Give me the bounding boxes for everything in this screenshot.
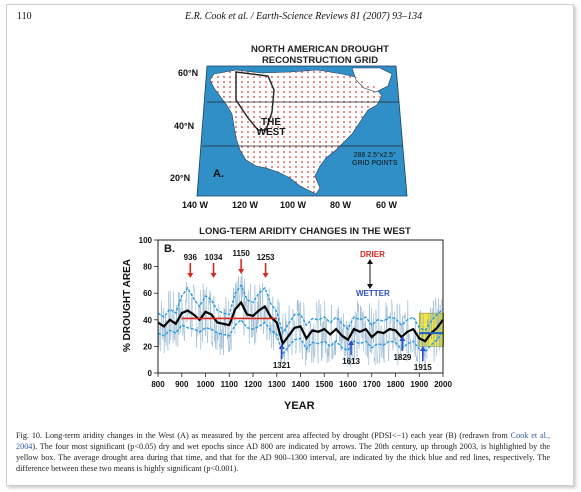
caption-text-1: Fig. 10. Long-term aridity changes in th… — [16, 431, 511, 440]
lon-label-100: 100 W — [280, 200, 307, 210]
west-region-outline — [235, 71, 275, 131]
page-number: 110 — [17, 11, 32, 22]
x-tick-label: 1400 — [292, 380, 310, 389]
y-tick-label: 40 — [143, 316, 152, 325]
caption-text-2: ). The four most significant (p<0.05) dr… — [16, 442, 550, 473]
x-axis-label: YEAR — [284, 400, 315, 412]
region-label-line2: WEST — [256, 127, 286, 138]
dry-epoch-arrow-head — [238, 269, 245, 274]
chart-b: 800 900 1000 1100 1200 1300 1400 1500 1600 1700 18… — [139, 236, 453, 389]
grid-points — [210, 70, 382, 194]
wet-epoch-label: 1915 — [414, 363, 432, 372]
wet-epoch-label: 1321 — [273, 361, 291, 370]
y-tick-label: 80 — [143, 263, 152, 272]
plot-frame — [157, 239, 444, 374]
drier-label: DRIER — [360, 250, 385, 259]
annual-drought-series — [157, 273, 444, 369]
y-tick-label: 60 — [143, 289, 152, 298]
x-tick-label: 1900 — [410, 380, 428, 389]
dry-epoch-label: 1034 — [205, 253, 223, 262]
drier-arrow-head — [367, 259, 373, 264]
grid-note-line2: GRID POINTS — [352, 160, 398, 167]
map-title-line1: NORTH AMERICAN DROUGHT — [251, 44, 389, 55]
lower-band-line — [157, 318, 444, 356]
grid-note-line1: 286 2.5°x2.5° — [353, 152, 396, 159]
wet-epoch-arrow-head — [278, 344, 285, 349]
chart-title: LONG-TERM ARIDITY CHANGES IN THE WEST — [199, 226, 411, 237]
panel-b-label: B. — [164, 243, 175, 255]
x-tick-label: 1500 — [315, 380, 333, 389]
wet-epoch-label: 1613 — [342, 357, 360, 366]
x-tick-label: 1300 — [268, 380, 286, 389]
dry-epoch-arrow-head — [187, 273, 194, 278]
y-tick-label: 100 — [139, 236, 153, 245]
dry-epoch-arrow-head — [262, 273, 269, 278]
x-tick-label: 900 — [175, 380, 189, 389]
dry-epoch-label: 1150 — [232, 249, 250, 258]
x-tick-label: 1800 — [387, 380, 405, 389]
figure-caption: Fig. 10. Long-term aridity changes in th… — [16, 430, 550, 474]
map-title: NORTH AMERICAN DROUGHT RECONSTRUCTION GR… — [230, 44, 410, 66]
running-title: E.R. Cook et al. / Earth-Science Reviews… — [185, 11, 423, 22]
lon-label-60: 60 W — [376, 200, 398, 210]
dry-epoch-label: 936 — [184, 253, 198, 262]
wet-epoch-label: 1829 — [393, 353, 411, 362]
region-label-line1: THE — [261, 117, 281, 128]
lon-label-80: 80 W — [330, 200, 352, 210]
smoothed-drought-line — [157, 300, 444, 347]
y-tick-label: 20 — [143, 342, 152, 351]
grid-note: 286 2.5°x2.5° GRID POINTS — [352, 152, 398, 168]
dry-epoch-arrow-head — [210, 273, 217, 278]
x-tick-label: 1000 — [197, 380, 215, 389]
x-tick-label: 1200 — [244, 380, 262, 389]
wet-epoch-arrow-head — [419, 346, 426, 351]
wetter-arrow-head — [367, 284, 373, 289]
x-tick-label: 1100 — [221, 380, 239, 389]
x-tick-label: 1700 — [363, 380, 381, 389]
lat-label-20: 20°N — [170, 173, 191, 183]
y-tick-label: 0 — [148, 369, 153, 378]
wet-epoch-arrow-head — [348, 340, 355, 345]
map-panel — [196, 65, 408, 197]
y-axis-label: % DROUGHT AREA — [122, 259, 133, 352]
map-frame — [196, 65, 408, 197]
lat-label-40: 40°N — [174, 121, 195, 131]
region-label: THE WEST — [246, 118, 296, 138]
x-tick-label: 800 — [151, 380, 165, 389]
lat-label-60: 60°N — [178, 68, 199, 78]
x-tick-label: 1600 — [339, 380, 357, 389]
wet-epoch-arrow-head — [399, 336, 406, 341]
lon-label-140: 140 W — [182, 200, 209, 210]
caption-citation-link[interactable]: Cook et al., 2004 — [16, 431, 551, 451]
map-title-line2: RECONSTRUCTION GRID — [261, 55, 379, 66]
upper-band-line — [157, 283, 444, 335]
dry-epoch-label: 1253 — [257, 253, 275, 262]
lon-label-120: 120 W — [232, 200, 259, 210]
panel-a-label: A. — [213, 168, 224, 180]
wetter-label: WETTER — [356, 289, 390, 298]
x-tick-label: 2000 — [434, 380, 452, 389]
